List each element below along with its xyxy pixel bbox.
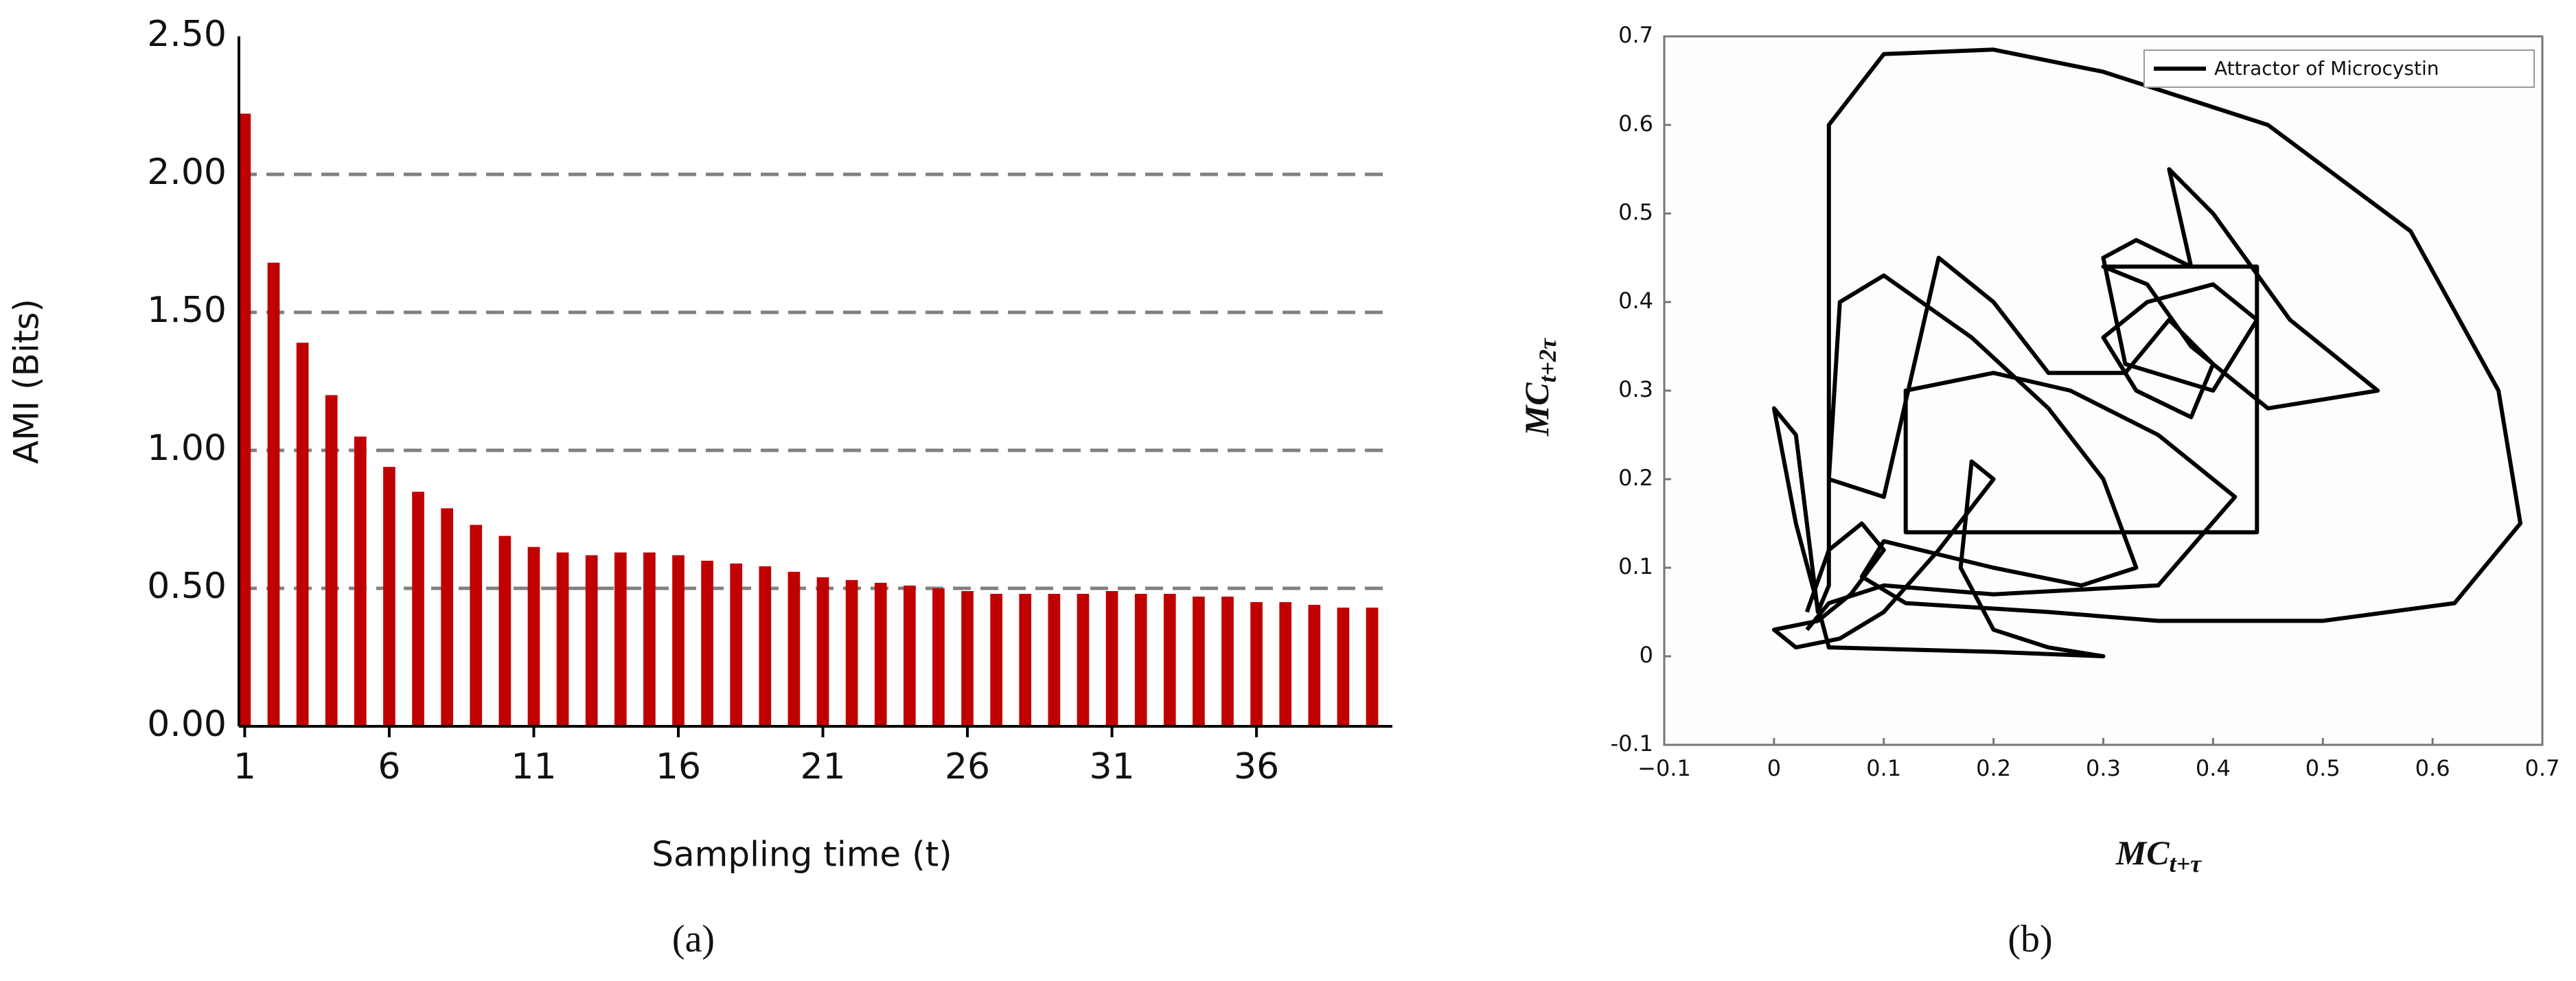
bar xyxy=(1366,608,1379,726)
x-tick-label: 0.2 xyxy=(1976,755,2011,781)
bar xyxy=(1077,594,1090,726)
bar xyxy=(1105,591,1118,726)
bar xyxy=(498,535,511,726)
x-tick-label: 36 xyxy=(1234,746,1279,787)
x-tick-label: −0.1 xyxy=(1637,755,1691,781)
x-tick-label: 0.7 xyxy=(2525,755,2560,781)
x-tick-label: 0 xyxy=(1767,755,1781,781)
bar xyxy=(238,113,251,726)
x-tick-label: 1 xyxy=(233,746,256,787)
bar xyxy=(585,555,598,726)
y-tick-label: 0 xyxy=(1640,642,1653,668)
bar xyxy=(643,552,656,726)
bar xyxy=(701,560,713,726)
bar xyxy=(932,588,945,726)
x-tick-label: 31 xyxy=(1089,746,1134,787)
bar xyxy=(672,555,685,726)
y-tick-label: 0.5 xyxy=(1618,199,1653,225)
y-tick-label: 1.00 xyxy=(147,428,227,469)
x-axis-label-sub: t+τ xyxy=(2170,850,2203,877)
bar xyxy=(614,552,627,726)
bar xyxy=(904,585,916,726)
bar xyxy=(1134,594,1147,726)
bar xyxy=(1163,594,1176,726)
bar xyxy=(845,579,858,726)
bar xyxy=(556,552,569,726)
bar xyxy=(730,563,743,726)
bar xyxy=(1221,597,1234,726)
x-tick-label: 21 xyxy=(800,746,845,787)
y-tick-label: 0.7 xyxy=(1618,22,1653,48)
bar xyxy=(527,546,540,726)
bar xyxy=(1250,602,1263,726)
bar xyxy=(990,594,1002,726)
y-axis-label-sub: t+2τ xyxy=(1534,338,1561,383)
bar xyxy=(1308,605,1321,726)
bar xyxy=(267,262,280,726)
bar xyxy=(787,571,801,726)
bar xyxy=(961,591,974,726)
y-tick-label: 0.6 xyxy=(1618,111,1653,137)
x-tick-label: 0.1 xyxy=(1866,755,1901,781)
bar xyxy=(816,577,829,726)
bar xyxy=(325,395,338,726)
y-axis-label: AMI (Bits) xyxy=(7,299,47,464)
caption: (a) xyxy=(672,918,715,960)
bar xyxy=(412,492,424,726)
bar xyxy=(874,582,887,726)
y-axis-label-main: MC xyxy=(1517,382,1556,437)
bar xyxy=(470,524,483,726)
bar xyxy=(383,467,395,726)
y-tick-label: 0.1 xyxy=(1618,553,1653,579)
bar xyxy=(1019,594,1032,726)
x-tick-label: 6 xyxy=(378,746,400,787)
bar xyxy=(441,508,453,726)
x-tick-label: 16 xyxy=(656,746,701,787)
bar xyxy=(1193,597,1205,726)
x-tick-label: 0.6 xyxy=(2415,755,2450,781)
y-tick-label: 0.2 xyxy=(1618,465,1653,491)
legend-label: Attractor of Microcystin xyxy=(2214,57,2439,80)
y-tick-label: 0.50 xyxy=(147,566,227,607)
y-tick-label: 1.50 xyxy=(147,290,227,331)
y-tick-label: 2.00 xyxy=(147,152,227,193)
y-axis-label: MCt+2τ xyxy=(1517,338,1561,437)
x-axis-label-main: MC xyxy=(2115,833,2170,872)
y-tick-label: -0.1 xyxy=(1611,730,1653,757)
bar xyxy=(1279,602,1292,726)
bar xyxy=(1048,594,1061,726)
x-tick-label: 0.3 xyxy=(2086,755,2121,781)
x-tick-label: 0.4 xyxy=(2196,755,2231,781)
caption: (b) xyxy=(2008,918,2052,960)
bar xyxy=(296,343,309,727)
bar xyxy=(759,566,772,726)
bar xyxy=(354,436,367,726)
x-tick-label: 0.5 xyxy=(2305,755,2341,781)
y-tick-label: 0.00 xyxy=(147,704,227,745)
plot-area xyxy=(1663,35,2544,746)
legend-box xyxy=(2143,49,2535,88)
x-axis-label: Sampling time (t) xyxy=(652,835,952,875)
y-tick-label: 0.4 xyxy=(1618,288,1653,314)
y-tick-label: 2.50 xyxy=(147,14,227,55)
x-tick-label: 26 xyxy=(945,746,990,787)
y-tick-label: 0.3 xyxy=(1618,376,1653,402)
x-axis-label: MCt+τ xyxy=(2115,833,2202,877)
attractor-line xyxy=(1771,47,2522,658)
x-tick-label: 11 xyxy=(511,746,556,787)
bar xyxy=(1337,608,1350,726)
